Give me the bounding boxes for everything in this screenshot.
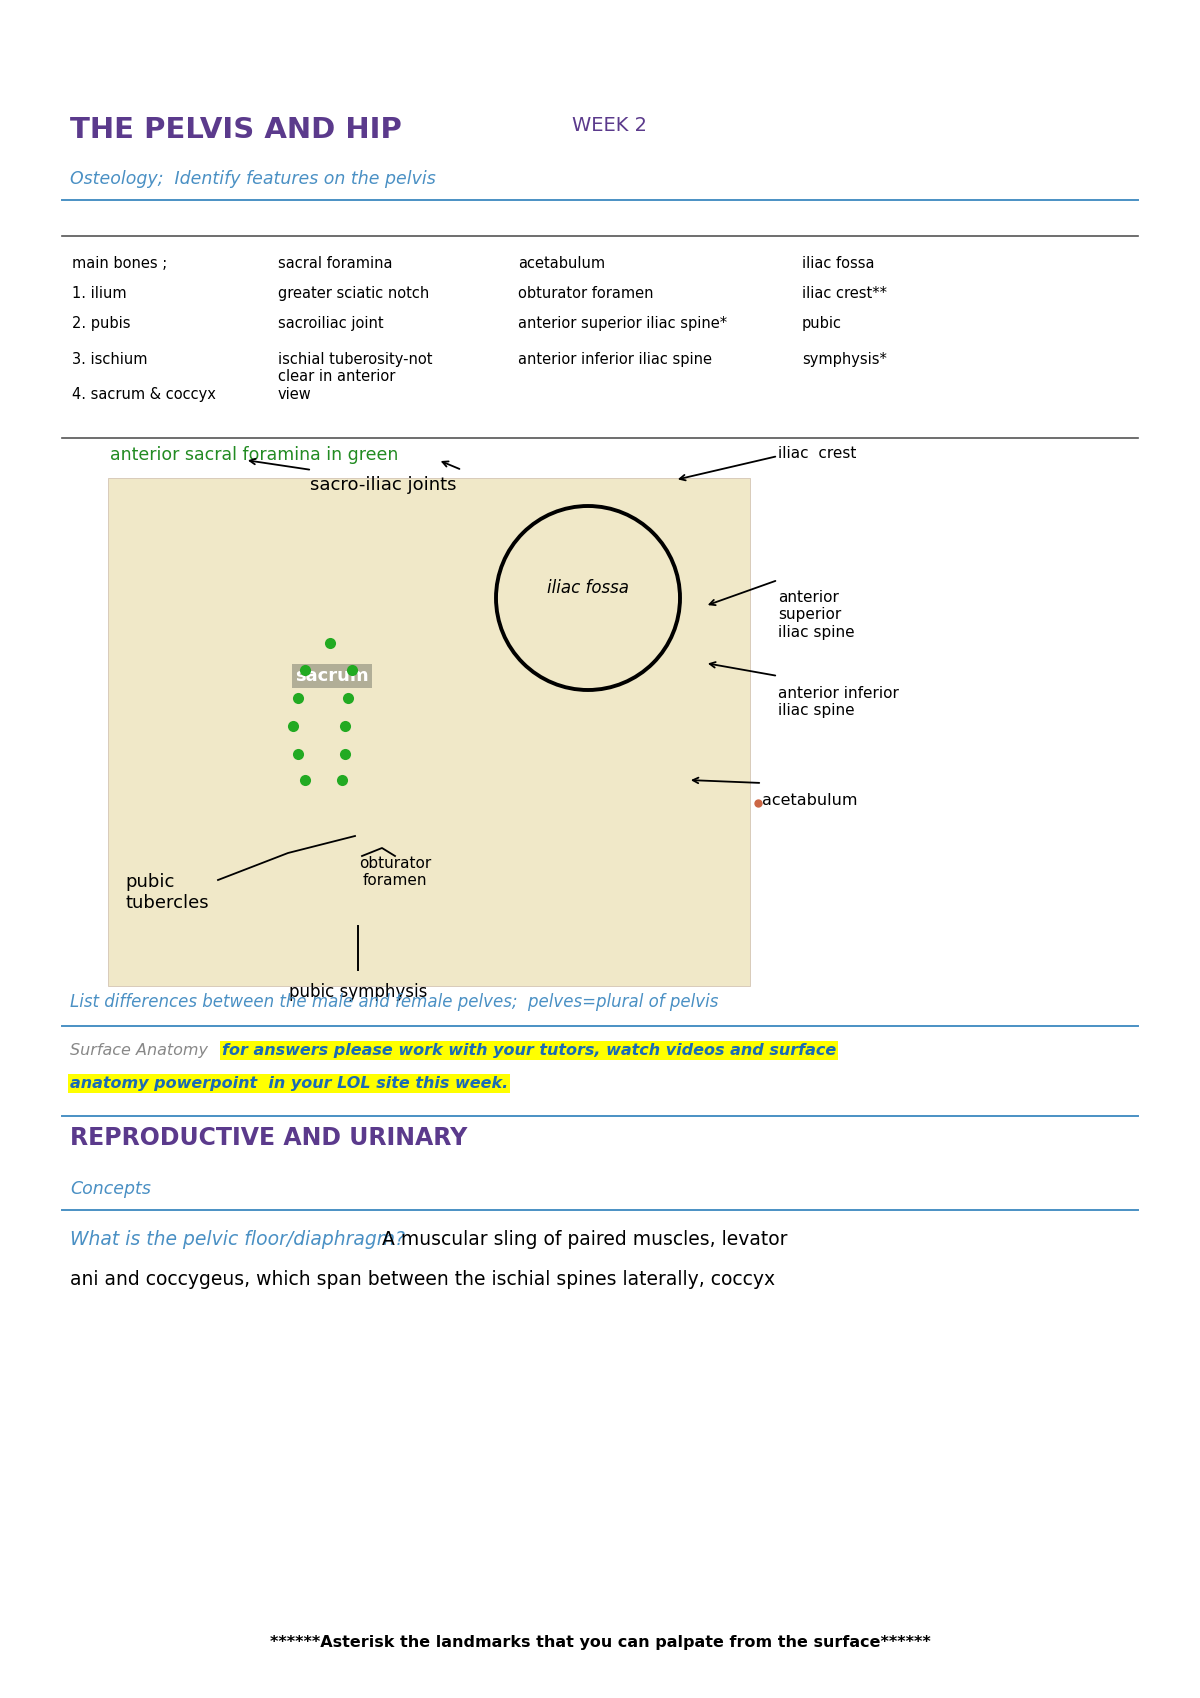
Text: iliac fossa: iliac fossa (802, 256, 875, 272)
Text: sacrum: sacrum (295, 667, 368, 684)
Text: greater sciatic notch: greater sciatic notch (278, 285, 430, 301)
Text: 1. ilium: 1. ilium (72, 285, 127, 301)
Text: obturator foramen: obturator foramen (518, 285, 654, 301)
Text: acetabulum: acetabulum (518, 256, 605, 272)
Text: obturator
foramen: obturator foramen (359, 856, 431, 888)
Text: anterior
superior
iliac spine: anterior superior iliac spine (778, 589, 854, 640)
Text: 3. ischium: 3. ischium (72, 351, 148, 367)
Text: anterior sacral foramina in green: anterior sacral foramina in green (110, 447, 398, 464)
Text: Surface Anatomy: Surface Anatomy (70, 1043, 208, 1058)
Text: 4. sacrum & coccyx: 4. sacrum & coccyx (72, 387, 216, 402)
Text: WEEK 2: WEEK 2 (572, 115, 647, 136)
Text: acetabulum: acetabulum (762, 793, 858, 808)
Text: 2. pubis: 2. pubis (72, 316, 131, 331)
Text: Osteology;  Identify features on the pelvis: Osteology; Identify features on the pelv… (70, 170, 436, 188)
Text: symphysis*: symphysis* (802, 351, 887, 367)
Text: pubic symphysis: pubic symphysis (289, 983, 427, 1002)
Text: What is the pelvic floor/diaphragm?: What is the pelvic floor/diaphragm? (70, 1229, 406, 1250)
Text: sacroiliac joint: sacroiliac joint (278, 316, 384, 331)
Text: anterior inferior iliac spine: anterior inferior iliac spine (518, 351, 712, 367)
Text: anatomy powerpoint  in your LOL site this week.: anatomy powerpoint in your LOL site this… (70, 1077, 509, 1092)
Text: iliac  crest: iliac crest (778, 447, 857, 460)
Text: pubic: pubic (802, 316, 842, 331)
Text: ani and coccygeus, which span between the ischial spines laterally, coccyx: ani and coccygeus, which span between th… (70, 1270, 775, 1289)
Text: anterior superior iliac spine*: anterior superior iliac spine* (518, 316, 727, 331)
Text: iliac crest**: iliac crest** (802, 285, 887, 301)
Text: for answers please work with your tutors, watch videos and surface: for answers please work with your tutors… (222, 1043, 836, 1058)
Text: THE PELVIS AND HIP: THE PELVIS AND HIP (70, 115, 402, 144)
Text: sacral foramina: sacral foramina (278, 256, 392, 272)
Text: Concepts: Concepts (70, 1180, 151, 1199)
Text: main bones ;: main bones ; (72, 256, 167, 272)
Bar (108, 479, 750, 987)
Text: ******Asterisk the landmarks that you can palpate from the surface******: ******Asterisk the landmarks that you ca… (270, 1635, 930, 1650)
Text: A muscular sling of paired muscles, levator: A muscular sling of paired muscles, leva… (382, 1229, 787, 1250)
Text: REPRODUCTIVE AND URINARY: REPRODUCTIVE AND URINARY (70, 1126, 467, 1150)
Text: ischial tuberosity-not
clear in anterior
view: ischial tuberosity-not clear in anterior… (278, 351, 432, 402)
Text: pubic
tubercles: pubic tubercles (125, 873, 209, 912)
Text: anterior inferior
iliac spine: anterior inferior iliac spine (778, 686, 899, 718)
Text: sacro-iliac joints: sacro-iliac joints (310, 475, 456, 494)
Text: iliac fossa: iliac fossa (547, 579, 629, 598)
Text: List differences between the male and female pelves;  pelves=plural of pelvis: List differences between the male and fe… (70, 993, 719, 1010)
